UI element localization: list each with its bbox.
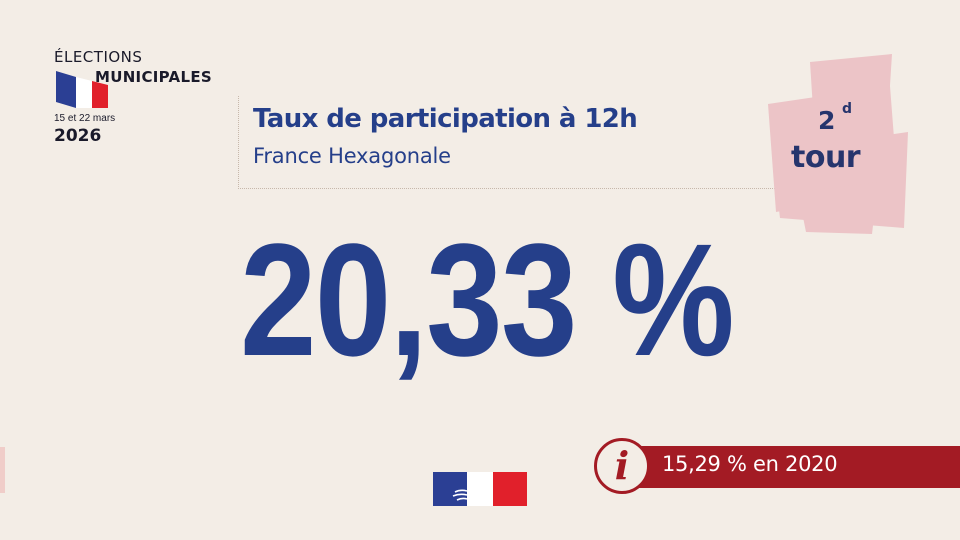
info-icon: i (594, 438, 650, 494)
round-superscript: d (842, 101, 853, 117)
logo-year: 2026 (54, 126, 102, 146)
logo-dates: 15 et 22 mars (54, 113, 116, 124)
round-badge: 2 d tour (758, 52, 908, 234)
brush-stroke-shape (768, 54, 908, 234)
logo-line-municipales: MUNICIPALES (95, 68, 212, 86)
elections-municipales-logo: ÉLECTIONS MUNICIPALES 15 et 22 mars 2026 (54, 48, 234, 158)
french-flag-icon (56, 71, 108, 108)
participation-value: 20,33 % (240, 210, 735, 389)
comparison-text: 15,29 % en 2020 (662, 452, 838, 476)
title-block: Taux de participation à 12h France Hexag… (238, 96, 779, 189)
comparison-bar (630, 446, 960, 488)
left-edge-accent (0, 447, 5, 493)
page-title: Taux de participation à 12h (253, 104, 638, 134)
round-number: 2 (818, 106, 836, 135)
logo-line-elections: ÉLECTIONS (54, 48, 143, 66)
page-subtitle: France Hexagonale (253, 144, 451, 168)
round-word: tour (791, 140, 861, 175)
marianne-flag-icon (433, 472, 527, 506)
